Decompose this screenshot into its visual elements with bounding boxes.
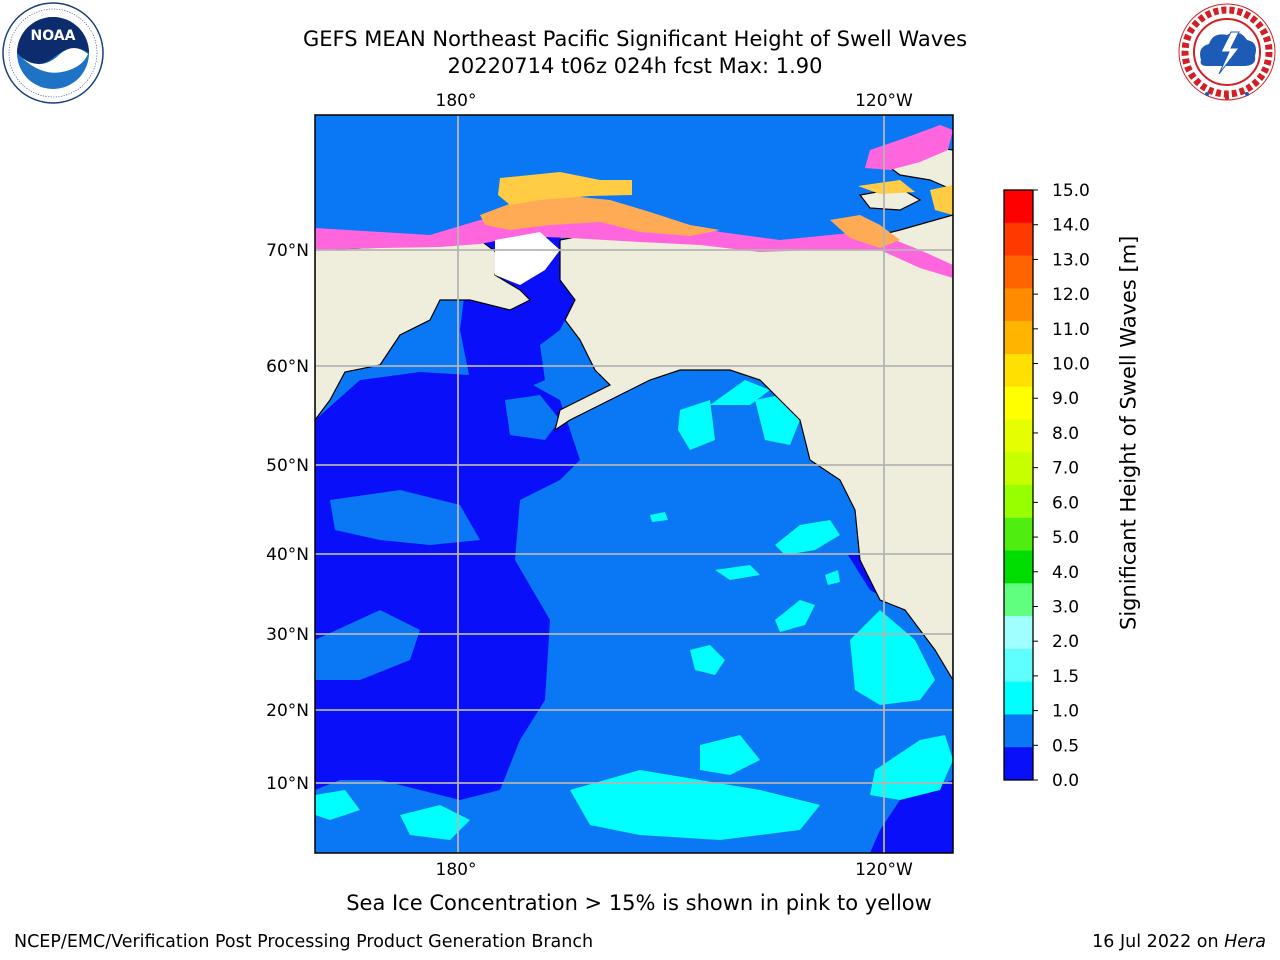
footer-date-text: 16 Jul 2022 on xyxy=(1092,932,1225,952)
colorbar-swatch xyxy=(1004,321,1033,355)
colorbar-swatch xyxy=(1004,452,1033,486)
colorbar-swatch xyxy=(1004,616,1033,650)
colorbar-swatch xyxy=(1004,714,1033,748)
colorbar-swatch xyxy=(1004,353,1033,388)
colorbar: 15.0 14.0 13.0 12.0 11.0 10.0 9.0 8.0 7.0 6.0 5.0 4… xyxy=(1003,181,1090,791)
lon-label-top-180: 180° xyxy=(436,91,477,111)
sea-ice-note: Sea Ice Concentration > 15% is shown in … xyxy=(346,891,932,915)
lon-label-bottom-180: 180° xyxy=(436,860,477,880)
sea-ice xyxy=(315,125,953,285)
map-frame xyxy=(314,114,954,854)
colorbar-swatch xyxy=(1004,386,1033,420)
colorbar-tick-label: 3.0 xyxy=(1052,597,1079,617)
colorbar-tick-label: 12.0 xyxy=(1052,285,1090,305)
colorbar-tick-label: 4.0 xyxy=(1052,563,1079,583)
lat-label-20n: 20°N xyxy=(266,701,309,721)
lat-label-50n: 50°N xyxy=(266,456,309,476)
colorbar-tick-label: 6.0 xyxy=(1052,493,1079,513)
lon-label-top-120w: 120°W xyxy=(855,91,913,111)
colorbar-swatch xyxy=(1004,288,1033,322)
chart-subtitle: 20220714 t06z 024h fcst Max: 1.90 xyxy=(447,54,823,78)
low-swell-west xyxy=(315,372,580,800)
high-swell-patches xyxy=(315,380,953,840)
colorbar-tick-label: 8.0 xyxy=(1052,424,1079,444)
colorbar-tick-label: 9.0 xyxy=(1052,389,1079,409)
noaa-logo: NOAA xyxy=(2,2,104,104)
map-gridlines xyxy=(315,115,953,853)
colorbar-swatch xyxy=(1004,419,1033,453)
colorbar-swatch xyxy=(1004,255,1033,289)
lat-label-70n: 70°N xyxy=(266,241,309,261)
colorbar-swatch xyxy=(1004,517,1033,552)
colorbar-swatch xyxy=(1004,747,1033,781)
colorbar-label: Significant Height of Swell Waves [m] xyxy=(1116,235,1141,630)
colorbar-swatch xyxy=(1004,648,1033,683)
colorbar-swatch xyxy=(1004,485,1033,519)
colorbar-swatch xyxy=(1004,550,1033,584)
colorbar-tick-label: 14.0 xyxy=(1052,216,1090,236)
colorbar-tick-label: 11.0 xyxy=(1052,320,1090,340)
lat-label-40n: 40°N xyxy=(266,545,309,565)
colorbar-swatch xyxy=(1004,681,1033,715)
noaa-logo-text: NOAA xyxy=(31,28,76,44)
lat-label-30n: 30°N xyxy=(266,625,309,645)
footer-date: 16 Jul 2022 on Hera xyxy=(1092,932,1266,952)
colorbar-swatch xyxy=(1004,583,1033,617)
lat-label-10n: 10°N xyxy=(266,774,309,794)
colorbar-tick-label: 10.0 xyxy=(1052,355,1090,375)
colorbar-tick-label: 0.0 xyxy=(1052,771,1079,791)
colorbar-frame xyxy=(1003,189,1034,781)
colorbar-tick-label: 1.5 xyxy=(1052,667,1079,687)
chart-title: GEFS MEAN Northeast Pacific Significant … xyxy=(302,27,968,51)
colorbar-tick-label: 5.0 xyxy=(1052,528,1079,548)
map-plot-area xyxy=(315,115,953,853)
low-swell-southeast xyxy=(870,780,953,853)
colorbar-tick-label: 2.0 xyxy=(1052,632,1079,652)
footer-credit: NCEP/EMC/Verification Post Processing Pr… xyxy=(14,932,594,952)
colorbar-tick-label: 7.0 xyxy=(1052,459,1079,479)
lat-label-60n: 60°N xyxy=(266,357,309,377)
footer-machine: Hera xyxy=(1224,932,1266,952)
colorbar-tick-label: 1.0 xyxy=(1052,702,1079,722)
colorbar-swatch xyxy=(1004,222,1033,257)
colorbar-tick-label: 0.5 xyxy=(1052,736,1079,756)
colorbar-tick-label: 15.0 xyxy=(1052,181,1090,201)
colorbar-swatch xyxy=(1004,190,1033,224)
colorbar-tick-label: 13.0 xyxy=(1052,250,1090,270)
nws-logo xyxy=(1178,3,1276,101)
lon-label-bottom-120w: 120°W xyxy=(855,860,913,880)
